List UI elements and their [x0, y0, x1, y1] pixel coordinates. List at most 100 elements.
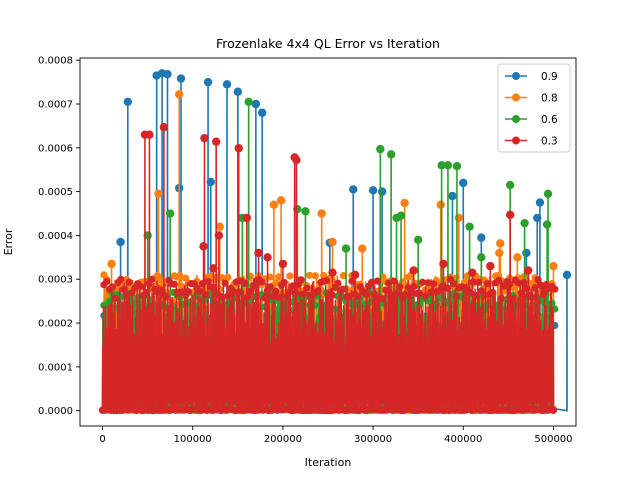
peak-point [520, 218, 529, 228]
data-point [218, 293, 226, 301]
peak-point [203, 77, 213, 87]
data-point [244, 293, 252, 301]
peak-point [477, 233, 486, 242]
y-tick-label: 0.0006 [38, 143, 73, 154]
data-point [520, 278, 528, 287]
peak-point [199, 242, 208, 251]
peak-point [486, 261, 495, 271]
data-point [407, 288, 415, 297]
data-point [232, 278, 240, 286]
data-point [348, 277, 356, 285]
data-point [444, 284, 452, 292]
peak-point [222, 80, 232, 89]
data-point [528, 293, 536, 302]
peak-point [328, 268, 337, 277]
y-tick-label: 0.0000 [38, 406, 73, 417]
data-point [190, 302, 198, 310]
peak-point [459, 178, 468, 188]
y-tick-label: 0.0003 [38, 275, 73, 286]
data-point [300, 290, 308, 298]
y-axis: 0.0000 0.0001 0.0002 0.0003 0.0004 0.0005 0.00… [38, 56, 80, 417]
peak-point [317, 209, 326, 218]
data-point [523, 284, 531, 293]
data-point [235, 288, 243, 296]
data-point [421, 292, 429, 300]
data-point [229, 288, 238, 296]
peak-point [535, 198, 545, 207]
peak-point [448, 191, 457, 201]
data-point [551, 285, 559, 293]
legend: 0.9 0.8 0.6 0.3 [497, 63, 571, 153]
data-point [373, 277, 381, 285]
peak-point [505, 180, 515, 190]
x-tick-label: 200000 [264, 434, 302, 445]
data-point [514, 279, 522, 287]
peak-point [123, 97, 132, 107]
x-axis: 0 100000 200000 300000 400000 500000 [99, 426, 573, 445]
peak-point [165, 209, 175, 218]
data-point [272, 279, 280, 287]
peak-point [468, 268, 477, 277]
peak-point [233, 87, 243, 96]
peak-point [376, 144, 385, 154]
data-point [390, 277, 398, 285]
peak-point [377, 187, 387, 196]
data-point [480, 291, 488, 299]
data-point [125, 278, 133, 286]
legend-item: 0.6 [505, 114, 558, 126]
legend-marker [512, 93, 520, 102]
data-point [483, 280, 491, 288]
peak-point [496, 239, 505, 248]
series-line [101, 127, 555, 411]
peak-point [116, 237, 125, 247]
peak-point [292, 155, 301, 165]
data-point [469, 278, 477, 286]
peak-point [562, 270, 572, 280]
data-point [162, 293, 170, 301]
peak-point [209, 264, 218, 273]
data-point [286, 272, 294, 280]
peak-point [175, 90, 184, 99]
data-point [275, 273, 283, 281]
data-point [415, 289, 424, 297]
series-0-3 [98, 123, 559, 415]
peak-point [358, 244, 367, 253]
peak-point [368, 186, 378, 195]
x-axis-label: Iteration [305, 456, 352, 469]
data-point [466, 288, 474, 297]
data-point [210, 283, 218, 291]
data-point [108, 283, 116, 291]
peak-point [549, 261, 558, 271]
legend-label: 0.8 [541, 93, 558, 105]
y-tick-label: 0.0005 [38, 187, 73, 198]
data-point [452, 292, 460, 300]
data-point [148, 275, 156, 284]
data-point [449, 279, 457, 288]
peak-point [159, 123, 169, 132]
data-point [241, 279, 249, 287]
peak-point [244, 97, 253, 107]
legend-marker [512, 136, 520, 145]
data-point [334, 279, 342, 287]
legend-label: 0.6 [541, 114, 558, 126]
data-point [142, 288, 150, 297]
x-tick-label: 400000 [444, 434, 482, 445]
x-tick-label: 100000 [174, 434, 212, 445]
data-point [489, 288, 497, 297]
peak-point [263, 253, 272, 262]
peak-point [251, 99, 261, 109]
peak-point [436, 200, 445, 209]
data-point [224, 273, 232, 281]
peak-point [413, 235, 423, 245]
data-point [122, 290, 131, 299]
data-point [353, 292, 362, 300]
data-point [269, 292, 277, 301]
data-point [117, 275, 125, 283]
data-point [184, 288, 193, 296]
legend-item: 0.9 [505, 71, 558, 83]
data-point [418, 278, 426, 286]
data-point [475, 278, 483, 286]
data-point [387, 292, 395, 300]
peak-point [443, 161, 453, 170]
